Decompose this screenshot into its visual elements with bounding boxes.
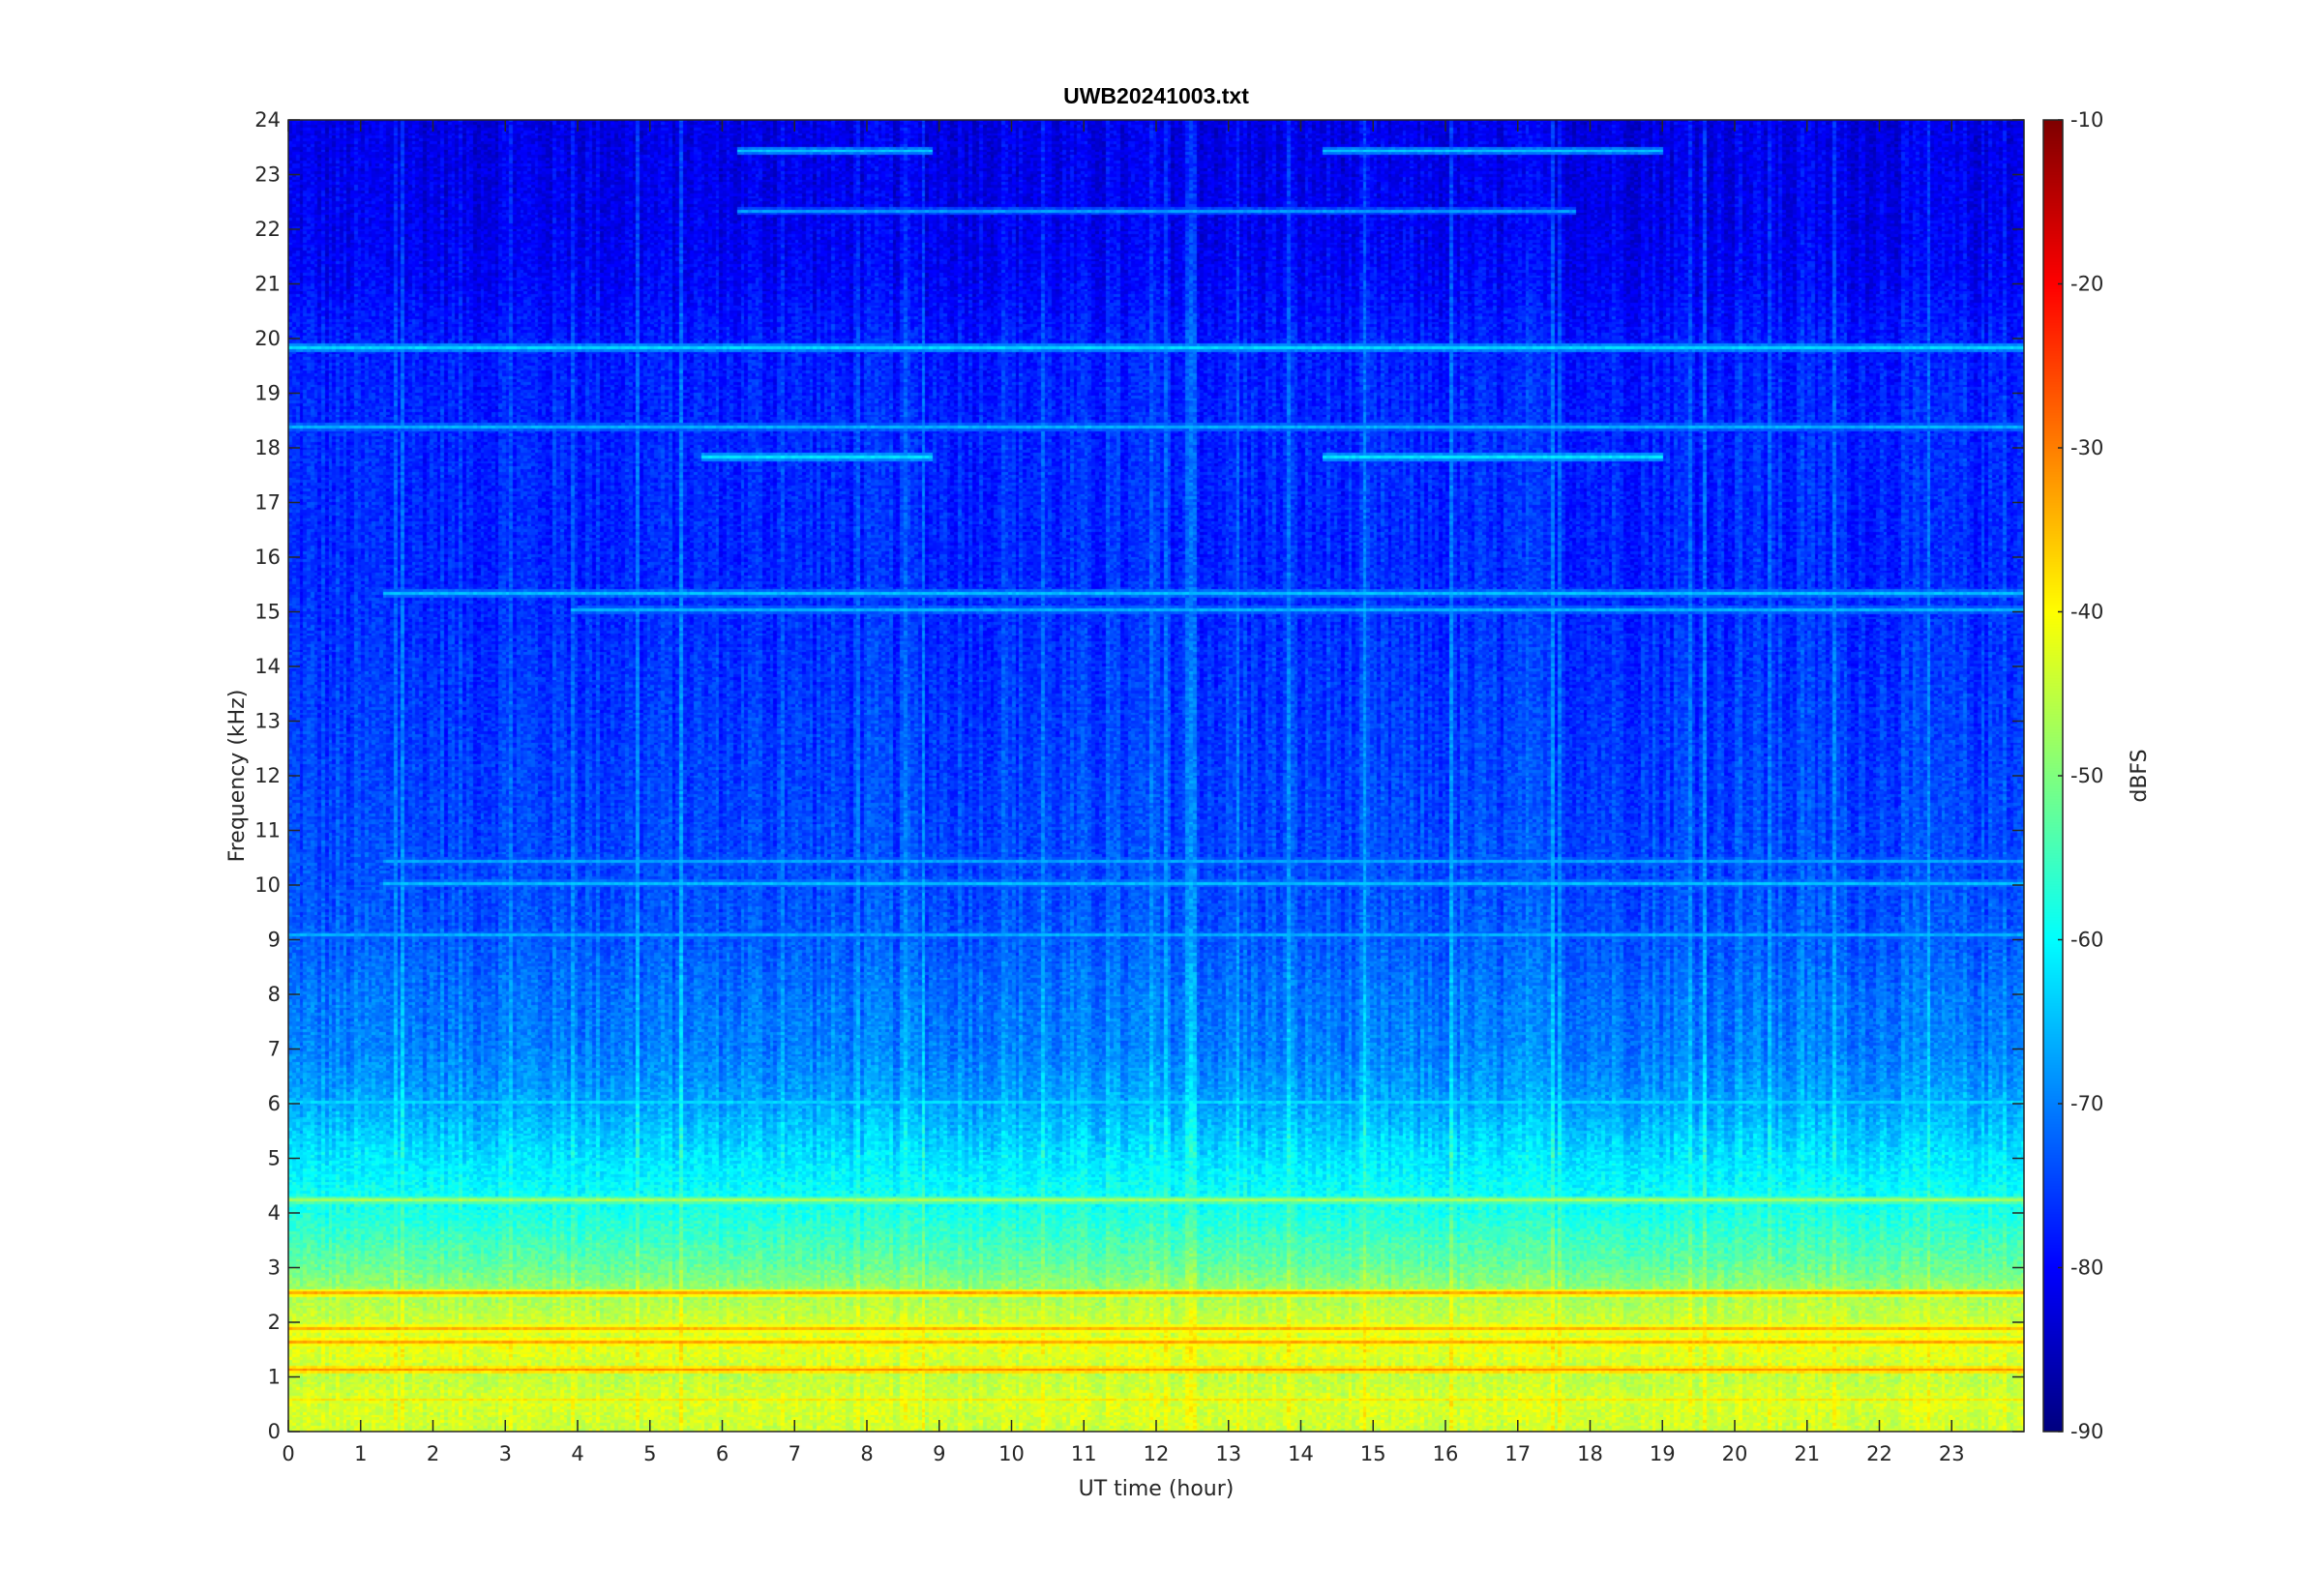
x-tick-label: 20 — [1722, 1442, 1748, 1465]
y-tick-label: 10 — [254, 873, 281, 897]
y-tick-label: 6 — [268, 1092, 281, 1115]
y-tick-label: 22 — [254, 218, 281, 241]
x-tick-label: 13 — [1215, 1442, 1241, 1465]
y-tick-label: 20 — [254, 327, 281, 350]
x-tick-label: 0 — [282, 1442, 294, 1465]
x-tick-label: 3 — [499, 1442, 512, 1465]
y-tick-label: 3 — [268, 1256, 281, 1280]
chart-title: UWB20241003.txt — [1063, 83, 1249, 108]
colorbar-tick-label: -80 — [2070, 1256, 2103, 1280]
x-tick-label: 6 — [716, 1442, 729, 1465]
colorbar-label: dBFS — [2128, 749, 2152, 802]
x-tick-label: 16 — [1433, 1442, 1459, 1465]
colorbar-tick-label: -50 — [2070, 764, 2103, 787]
x-tick-label: 12 — [1144, 1442, 1170, 1465]
x-tick-label: 7 — [789, 1442, 801, 1465]
x-tick-label: 11 — [1071, 1442, 1097, 1465]
y-tick-label: 5 — [268, 1147, 281, 1170]
y-tick-label: 0 — [268, 1420, 281, 1443]
colorbar-tick-label: -30 — [2070, 436, 2103, 459]
x-tick-label: 10 — [998, 1442, 1025, 1465]
spectrogram-image — [288, 120, 2024, 1432]
y-tick-label: 19 — [254, 382, 281, 405]
colorbar-tick-label: -10 — [2070, 108, 2103, 132]
y-tick-label: 11 — [254, 819, 281, 842]
x-tick-label: 9 — [933, 1442, 945, 1465]
y-tick-label: 16 — [254, 546, 281, 569]
x-tick-label: 18 — [1577, 1442, 1603, 1465]
x-tick-label: 4 — [571, 1442, 583, 1465]
x-tick-label: 2 — [427, 1442, 439, 1465]
x-tick-label: 14 — [1288, 1442, 1314, 1465]
colorbar-tick-label: -40 — [2070, 601, 2103, 624]
y-tick-label: 21 — [254, 273, 281, 296]
y-tick-label: 4 — [268, 1201, 281, 1225]
x-tick-label: 1 — [354, 1442, 367, 1465]
x-tick-label: 21 — [1794, 1442, 1820, 1465]
y-tick-label: 2 — [268, 1311, 281, 1334]
x-tick-label: 8 — [860, 1442, 873, 1465]
y-tick-label: 15 — [254, 601, 281, 624]
colorbar-tick-label: -60 — [2070, 929, 2103, 952]
x-tick-label: 23 — [1939, 1442, 1965, 1465]
y-tick-label: 18 — [254, 436, 281, 459]
y-tick-label: 1 — [268, 1366, 281, 1389]
x-tick-label: 17 — [1504, 1442, 1531, 1465]
x-tick-label: 5 — [643, 1442, 656, 1465]
y-tick-label: 12 — [254, 764, 281, 787]
x-tick-label: 22 — [1866, 1442, 1892, 1465]
y-tick-label: 7 — [268, 1038, 281, 1061]
y-tick-label: 13 — [254, 710, 281, 733]
y-tick-label: 23 — [254, 163, 281, 187]
y-tick-label: 8 — [268, 983, 281, 1006]
colorbar-tick-label: -90 — [2070, 1420, 2103, 1443]
y-tick-label: 14 — [254, 655, 281, 678]
colorbar-tick-label: -20 — [2070, 273, 2103, 296]
y-axis-label: Frequency (kHz) — [225, 690, 250, 863]
x-tick-label: 15 — [1360, 1442, 1386, 1465]
x-axis-label: UT time (hour) — [1079, 1477, 1235, 1501]
x-tick-label: 19 — [1650, 1442, 1676, 1465]
colorbar-tick-label: -70 — [2070, 1092, 2103, 1115]
y-tick-label: 17 — [254, 491, 281, 515]
y-tick-label: 9 — [268, 929, 281, 952]
y-tick-label: 24 — [254, 108, 281, 132]
